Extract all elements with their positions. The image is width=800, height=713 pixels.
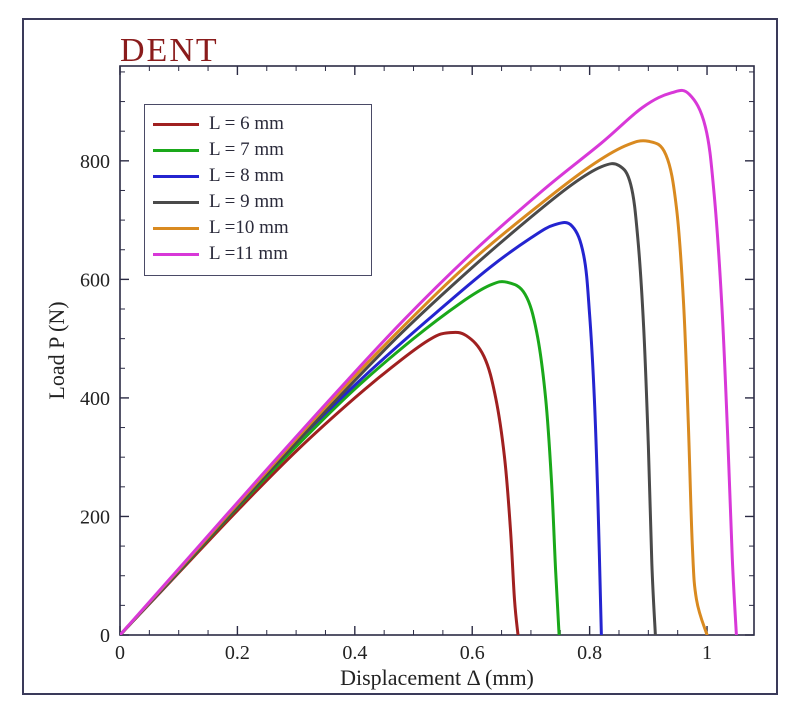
legend-swatch: [153, 123, 199, 126]
legend-item: L = 8 mm: [153, 163, 363, 189]
svg-text:1: 1: [702, 642, 712, 664]
svg-text:200: 200: [80, 506, 110, 528]
legend-swatch: [153, 149, 199, 152]
svg-text:0.4: 0.4: [342, 642, 367, 664]
legend: L = 6 mm L = 7 mm L = 8 mm L = 9 mm L =10 mm…: [144, 104, 372, 276]
legend-swatch: [153, 201, 199, 204]
svg-text:0.2: 0.2: [225, 642, 250, 664]
svg-text:800: 800: [80, 151, 110, 173]
svg-text:0: 0: [100, 625, 110, 647]
chart-frame: DENT 00.20.40.60.810200400600800Displace…: [22, 18, 778, 695]
legend-item: L = 6 mm: [153, 111, 363, 137]
legend-label: L = 7 mm: [209, 139, 284, 161]
svg-text:0.8: 0.8: [577, 642, 602, 664]
legend-item: L = 7 mm: [153, 137, 363, 163]
svg-text:Load P (N): Load P (N): [44, 301, 69, 399]
svg-text:Displacement Δ (mm): Displacement Δ (mm): [340, 665, 534, 690]
legend-swatch: [153, 253, 199, 256]
line-chart: 0 0.2 0.4 0.6 0.8 1 0 200 400 600 800 Displacement …: [24, 20, 780, 697]
svg-text:600: 600: [80, 269, 110, 291]
legend-item: L = 9 mm: [153, 189, 363, 215]
legend-label: L = 9 mm: [209, 191, 284, 213]
legend-label: L = 6 mm: [209, 113, 284, 135]
legend-label: L = 8 mm: [209, 165, 284, 187]
svg-text:0.6: 0.6: [460, 642, 485, 664]
legend-item: L =11 mm: [153, 241, 363, 267]
svg-text:0: 0: [115, 642, 125, 664]
legend-swatch: [153, 227, 199, 230]
legend-label: L =11 mm: [209, 243, 288, 265]
svg-text:400: 400: [80, 388, 110, 410]
legend-item: L =10 mm: [153, 215, 363, 241]
legend-label: L =10 mm: [209, 217, 289, 239]
legend-swatch: [153, 175, 199, 178]
